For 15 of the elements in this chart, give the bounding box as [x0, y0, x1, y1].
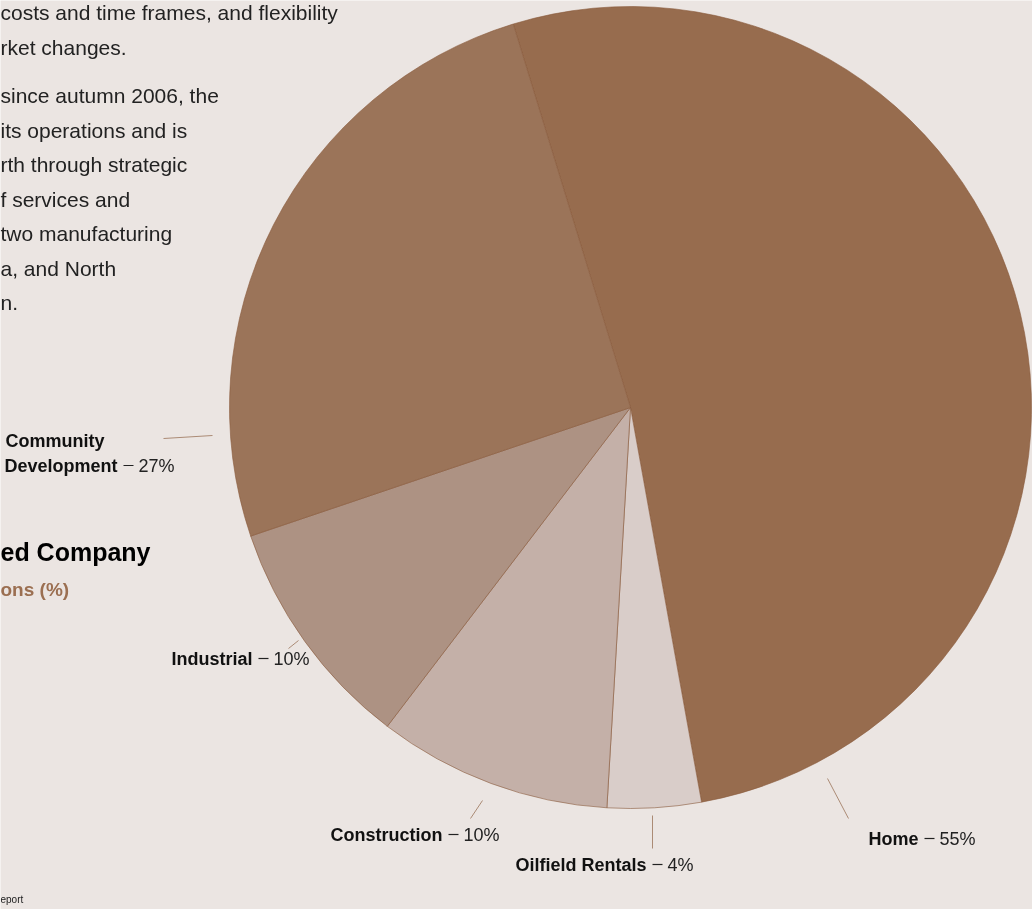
data-label: 10%	[273, 648, 310, 669]
text: eport	[0, 893, 24, 905]
text: ons (%)	[0, 579, 70, 600]
slice-label: Construction	[330, 824, 443, 845]
slice-label: Community Development	[4, 430, 118, 476]
data-label: 10%	[463, 824, 500, 845]
data-label: 27%	[138, 455, 175, 476]
slice-label: Industrial	[171, 648, 253, 669]
data-label: 55%	[939, 828, 976, 849]
text: ed Company	[0, 537, 151, 566]
text: since autumn 2006, the its operations and is rth through strategic f services and two manufacturing a, and North n.	[0, 84, 219, 314]
data-label: 4%	[667, 854, 694, 875]
text: costs and time frames, and flexibility rket changes.	[0, 1, 339, 59]
slice-label: Oilfield Rentals	[515, 854, 647, 875]
slice-label: Home	[868, 828, 919, 849]
